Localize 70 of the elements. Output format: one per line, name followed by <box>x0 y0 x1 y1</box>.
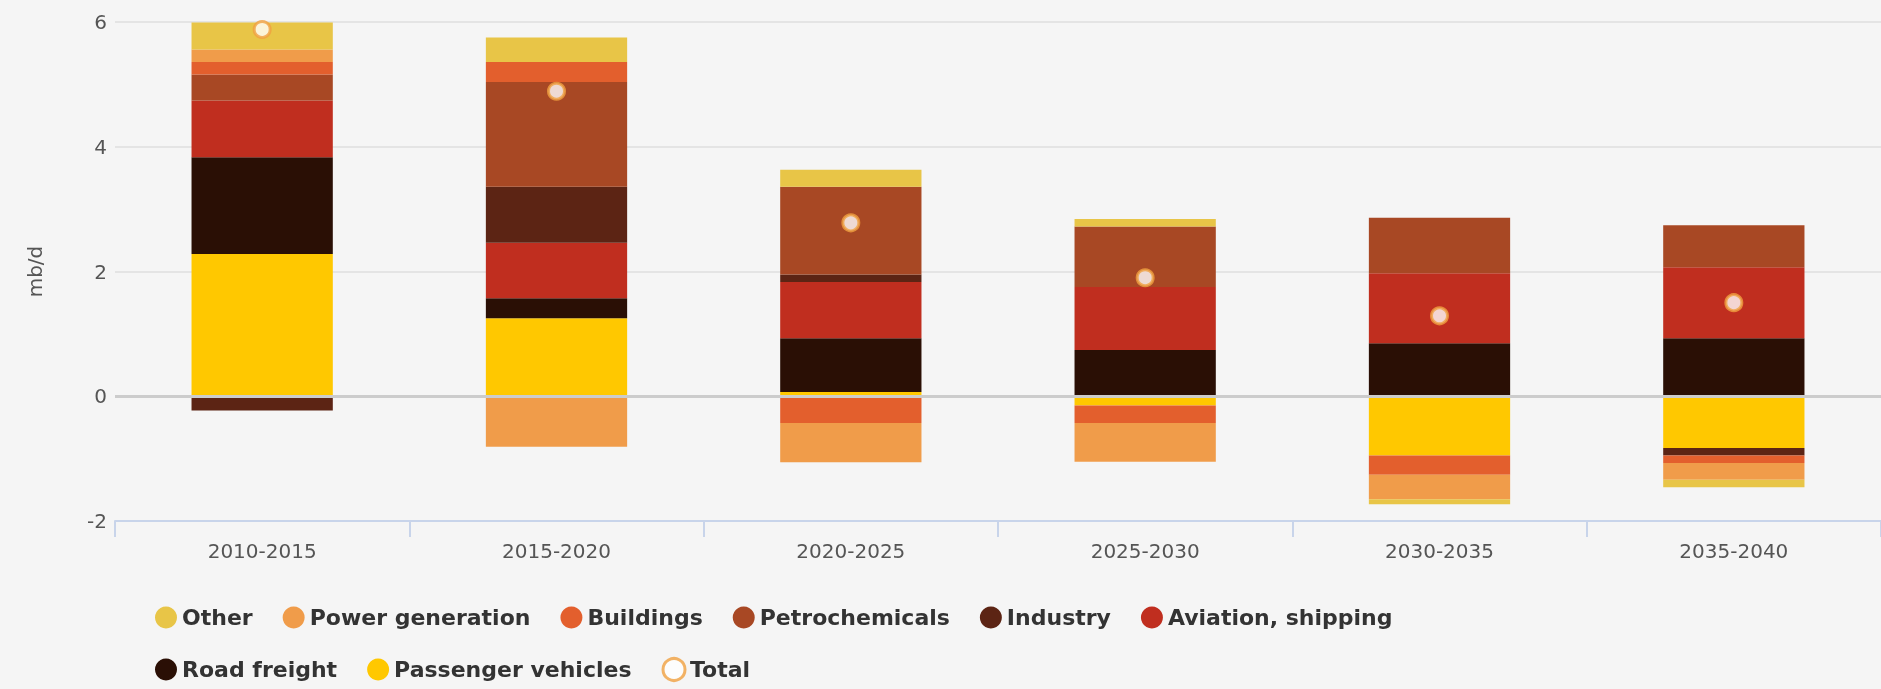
bar <box>485 318 628 397</box>
point <box>1724 293 1744 313</box>
bar <box>1074 350 1216 397</box>
bar <box>1663 455 1805 463</box>
legend-label: Total <box>690 657 751 682</box>
legend-label: Buildings <box>587 605 703 630</box>
bar <box>780 396 922 424</box>
bar <box>1663 267 1805 339</box>
y-tick-label: -2 <box>87 509 107 533</box>
bar <box>485 186 628 243</box>
x-tick-label: 2035-2040 <box>1679 539 1789 563</box>
y-tick-label: 2 <box>94 259 107 284</box>
y-tick-label: 4 <box>94 134 107 159</box>
point <box>252 19 272 39</box>
bar <box>1663 448 1805 456</box>
bar <box>191 49 333 62</box>
bar <box>191 74 333 101</box>
bar <box>1368 455 1511 475</box>
bar <box>1368 343 1511 397</box>
bar <box>1074 287 1216 351</box>
x-tick-label: 2010-2015 <box>207 539 317 563</box>
legend-label: Aviation, shipping <box>1167 605 1393 630</box>
y-axis-title: mb/d <box>23 245 47 298</box>
bar <box>191 254 333 397</box>
bar <box>1663 225 1805 268</box>
bar <box>1663 396 1805 449</box>
bar <box>485 61 628 82</box>
bar <box>191 157 333 255</box>
bar <box>1368 499 1511 505</box>
bar <box>1074 423 1216 462</box>
bar <box>485 37 628 62</box>
bar <box>485 242 628 299</box>
x-tick-label: 2015-2020 <box>501 539 612 563</box>
bar <box>1663 338 1805 397</box>
bar <box>1368 273 1511 344</box>
bar <box>1368 396 1511 456</box>
bar <box>485 396 628 447</box>
point <box>1430 306 1449 326</box>
point <box>841 213 861 233</box>
bar <box>191 22 333 50</box>
bar <box>1368 217 1511 274</box>
legend-label: Petrochemicals <box>759 605 950 630</box>
bar <box>780 338 922 392</box>
bar <box>780 186 922 275</box>
bar <box>191 61 333 75</box>
bar <box>780 169 922 187</box>
bar <box>1663 462 1805 480</box>
y-tick-label: 6 <box>94 10 107 34</box>
point <box>547 81 566 101</box>
bar <box>1663 479 1805 488</box>
x-tick-label: 2025-2030 <box>1090 539 1200 563</box>
point <box>1135 268 1155 288</box>
bar <box>1368 474 1511 500</box>
bar <box>780 423 922 463</box>
bar <box>1074 405 1216 424</box>
bar <box>780 274 922 283</box>
bar <box>191 100 333 158</box>
y-tick-label: 0 <box>94 384 107 409</box>
bar <box>485 298 628 319</box>
x-tick-label: 2020-2025 <box>796 539 906 563</box>
bar <box>780 282 922 339</box>
legend-label: Passenger vehicles <box>394 657 632 682</box>
legend-label: Industry <box>1006 605 1111 630</box>
bar <box>485 81 628 187</box>
bar <box>1074 219 1216 227</box>
legend-label: Road freight <box>182 657 338 682</box>
x-tick-label: 2030-2035 <box>1384 539 1495 563</box>
bar <box>1074 226 1216 288</box>
legend-label: Other <box>182 605 253 630</box>
legend-label: Power generation <box>309 605 531 630</box>
